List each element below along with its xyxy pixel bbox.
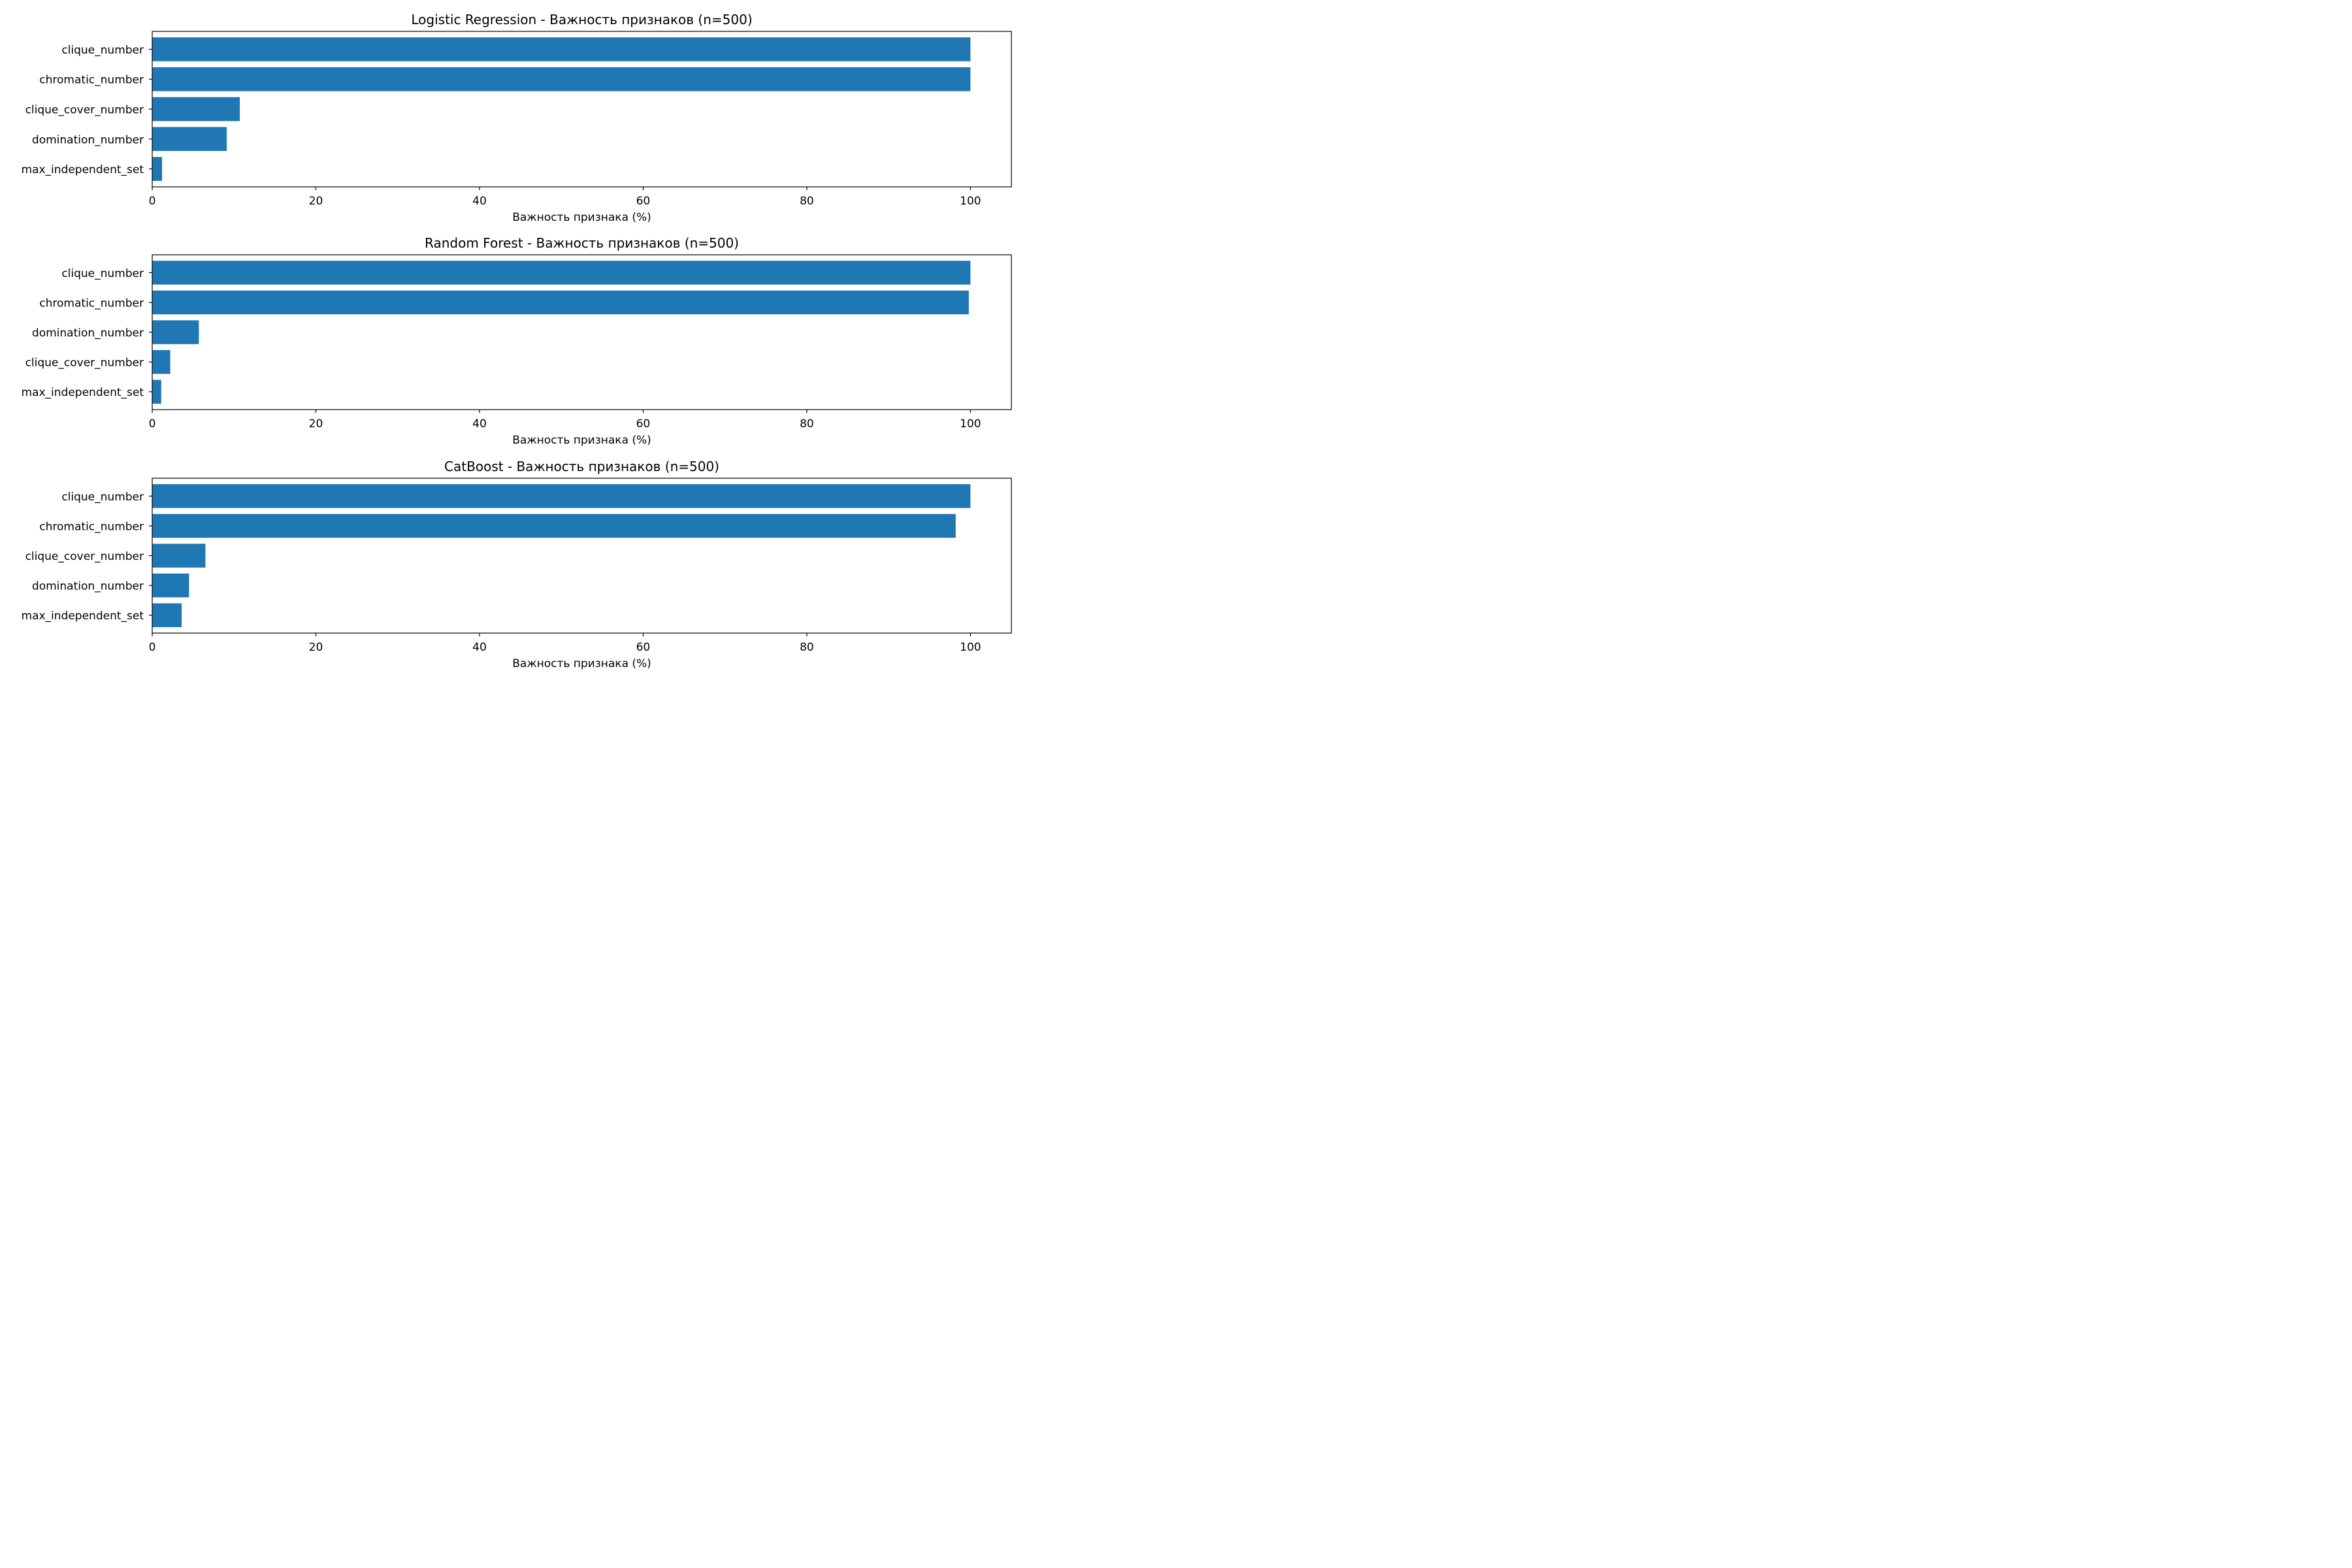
y-tick-label: clique_number [61, 267, 144, 280]
y-tick-label: chromatic_number [39, 297, 144, 310]
bar-max-independent-set [152, 157, 163, 181]
bar-clique-cover-number [152, 350, 171, 374]
bar-domination-number [152, 573, 189, 598]
bar-chromatic-number [152, 514, 956, 538]
bar-clique-number [152, 37, 971, 61]
x-tick-label: 80 [800, 195, 814, 208]
x-tick-label: 60 [636, 641, 651, 654]
bar-domination-number [152, 320, 199, 344]
bar-clique-number [152, 261, 971, 285]
x-tick-label: 80 [800, 641, 814, 654]
x-axis-label: Важность признака (%) [512, 211, 651, 224]
y-tick-label: domination_number [32, 327, 144, 340]
bar-clique-number [152, 484, 971, 508]
y-tick-label: clique_cover_number [25, 357, 144, 370]
x-axis-label: Важность признака (%) [512, 434, 651, 447]
x-tick-label: 20 [309, 195, 323, 208]
y-tick-label: domination_number [32, 133, 144, 146]
x-tick-label: 40 [472, 641, 487, 654]
x-tick-label: 20 [309, 641, 323, 654]
x-tick-label: 100 [960, 195, 981, 208]
y-tick-label: domination_number [32, 580, 144, 593]
bar-clique-cover-number [152, 97, 240, 122]
bar-max-independent-set [152, 380, 161, 404]
bar-max-independent-set [152, 603, 182, 627]
y-tick-label: max_independent_set [22, 610, 144, 623]
y-tick-label: clique_cover_number [25, 104, 144, 117]
x-tick-label: 80 [800, 417, 814, 431]
x-tick-label: 0 [149, 417, 156, 431]
y-tick-label: max_independent_set [22, 386, 144, 399]
x-tick-label: 100 [960, 417, 981, 431]
y-tick-label: chromatic_number [39, 520, 144, 533]
y-tick-label: clique_number [61, 491, 144, 504]
subplot-title: CatBoost - Важность признаков (n=500) [444, 459, 719, 474]
subplot-title: Logistic Regression - Важность признаков… [411, 12, 752, 27]
x-tick-label: 100 [960, 641, 981, 654]
x-tick-label: 20 [309, 417, 323, 431]
y-tick-label: chromatic_number [39, 74, 144, 87]
x-axis-label: Важность признака (%) [512, 657, 651, 670]
bar-chromatic-number [152, 290, 969, 315]
x-tick-label: 40 [472, 195, 487, 208]
x-tick-label: 40 [472, 417, 487, 431]
x-tick-label: 0 [149, 195, 156, 208]
feature-importance-figure: Logistic Regression - Важность признаков… [22, 12, 1012, 670]
y-tick-label: max_independent_set [22, 163, 144, 176]
y-tick-label: clique_cover_number [25, 550, 144, 563]
y-tick-label: clique_number [61, 44, 144, 57]
bar-clique-cover-number [152, 544, 206, 568]
bar-domination-number [152, 127, 227, 152]
x-tick-label: 0 [149, 641, 156, 654]
x-tick-label: 60 [636, 195, 651, 208]
bar-chromatic-number [152, 67, 971, 91]
x-tick-label: 60 [636, 417, 651, 431]
subplot-title: Random Forest - Важность признаков (n=50… [425, 235, 739, 251]
